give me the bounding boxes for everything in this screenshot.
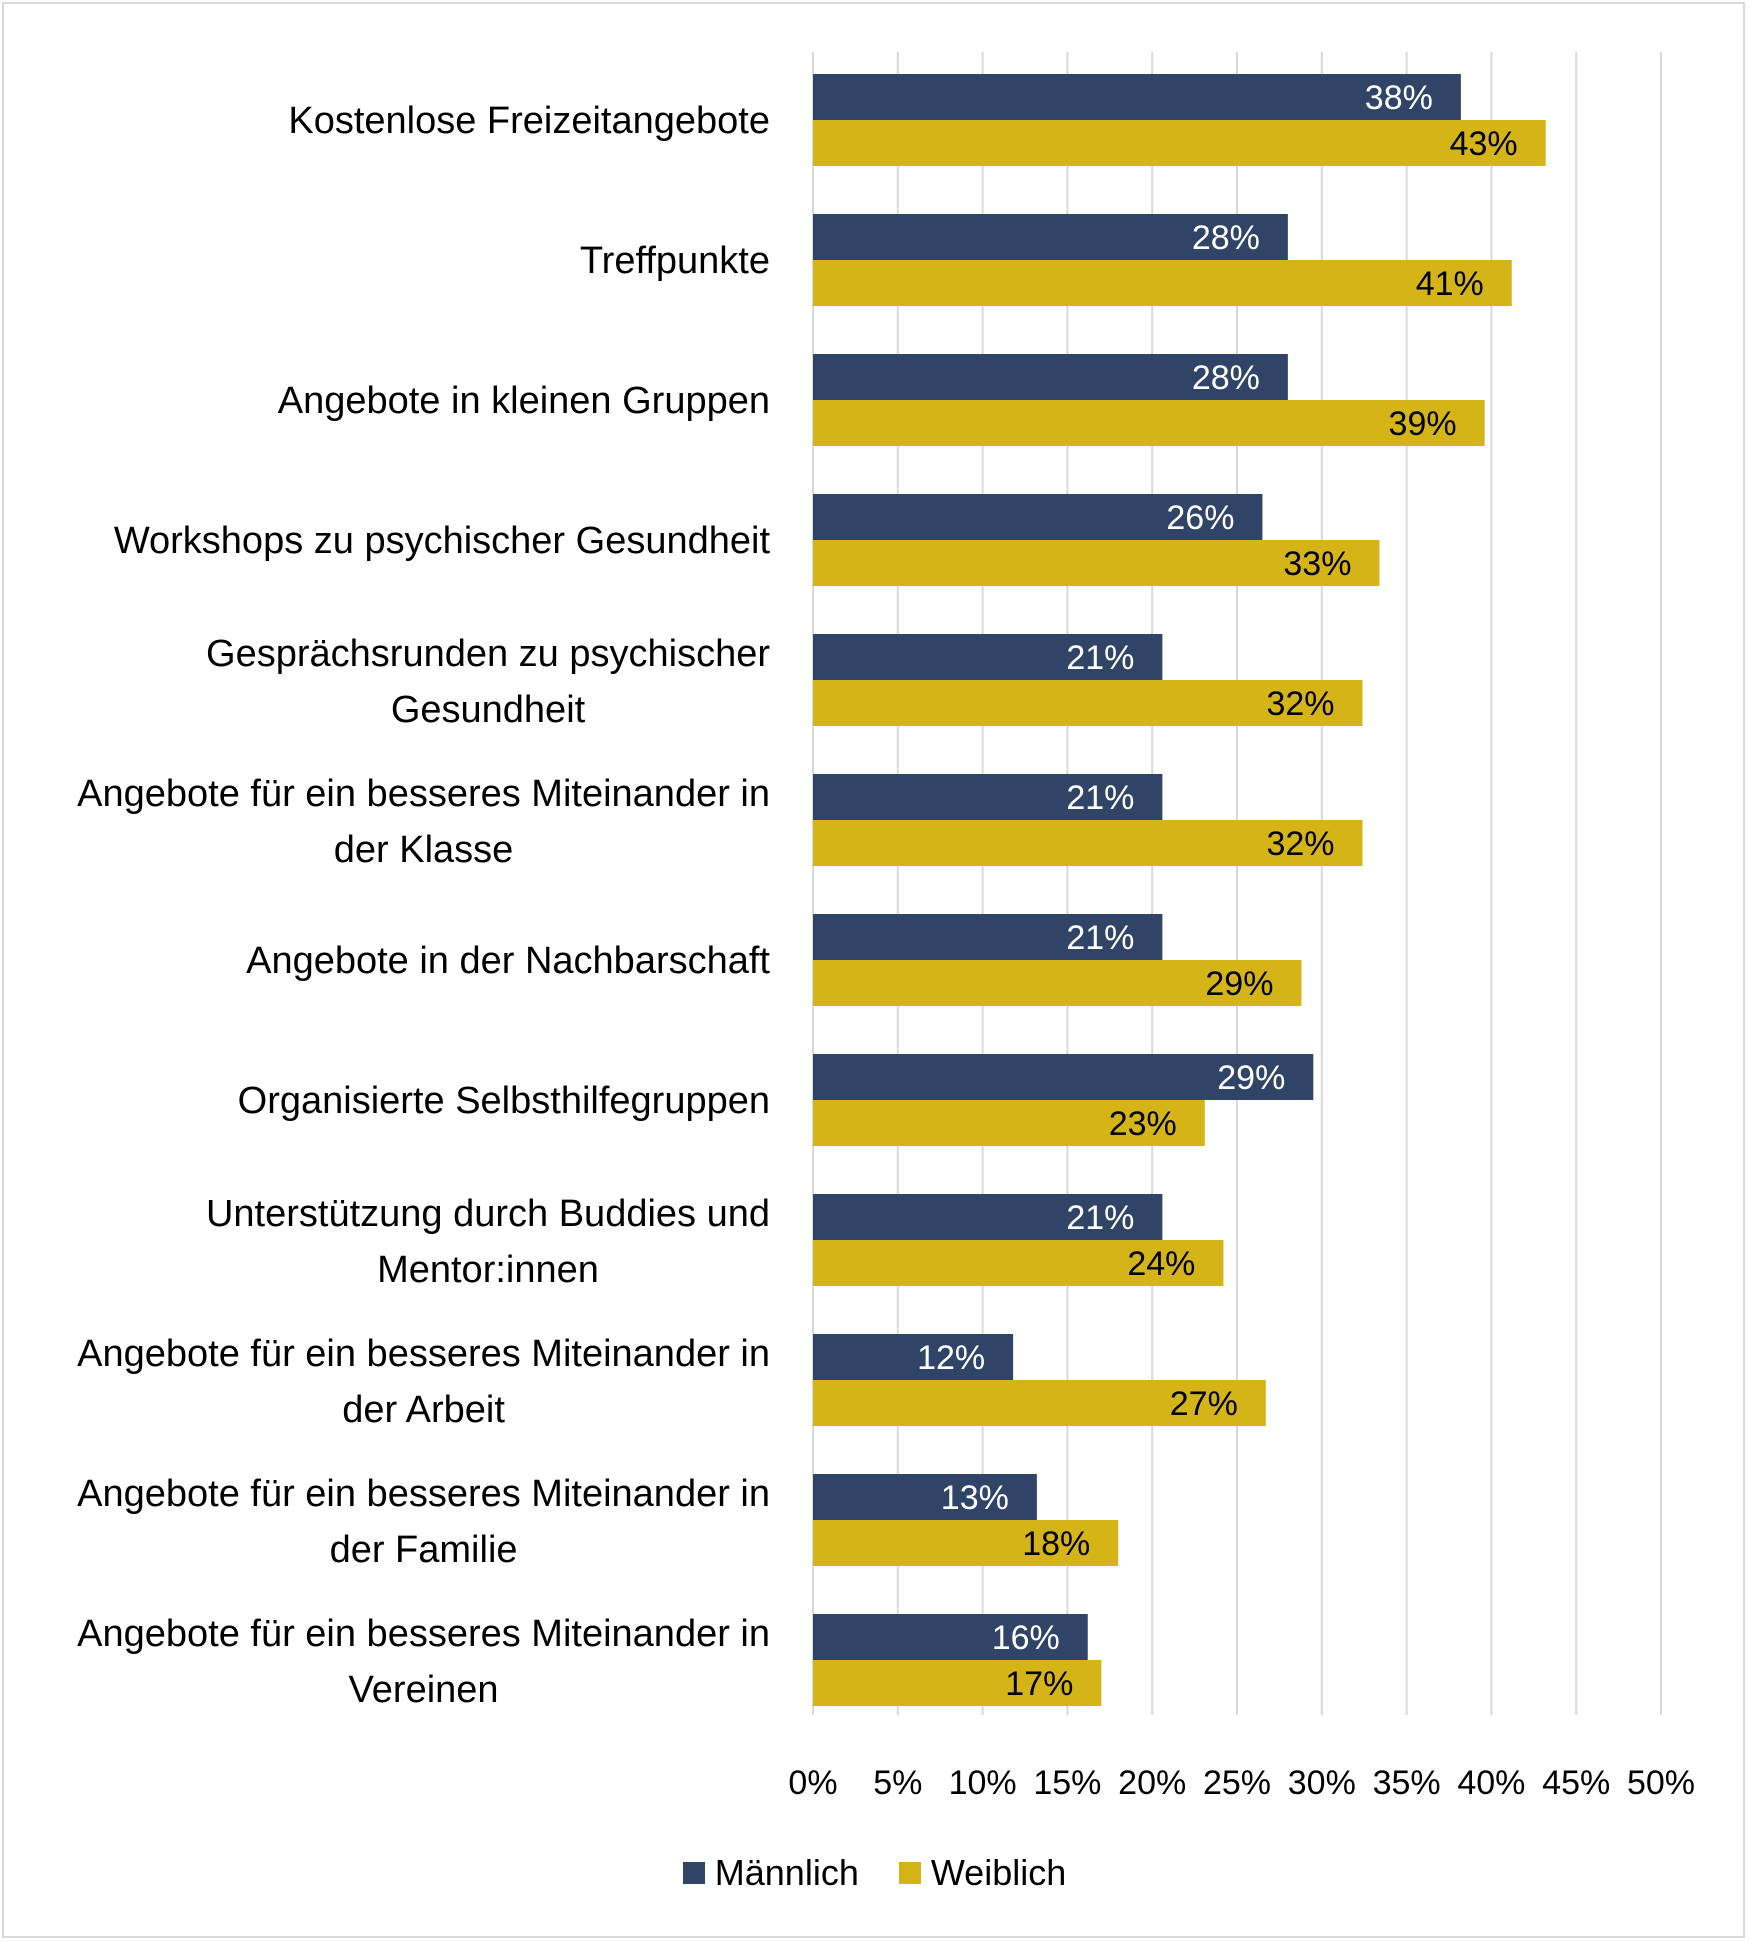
bar-weiblich bbox=[813, 540, 1380, 586]
bar-weiblich bbox=[813, 1380, 1266, 1426]
category-label-line-1: Angebote für ein besseres Miteinander in bbox=[77, 773, 770, 815]
data-label: 41% bbox=[1416, 265, 1484, 303]
category-label: Kostenlose Freizeitangebote bbox=[288, 100, 770, 142]
category-label-line-1: Angebote für ein besseres Miteinander in bbox=[77, 1613, 770, 1655]
data-label: 23% bbox=[1109, 1105, 1177, 1143]
bar-weiblich bbox=[813, 1240, 1224, 1286]
data-label: 38% bbox=[1365, 79, 1433, 117]
x-tick-label: 35% bbox=[1373, 1764, 1441, 1802]
data-label: 26% bbox=[1166, 499, 1234, 537]
data-label: 21% bbox=[1066, 919, 1134, 957]
data-label: 12% bbox=[917, 1339, 985, 1377]
category-labels: Kostenlose Freizeitangebote Treffpunkte An… bbox=[77, 100, 770, 1711]
bar-maennlich bbox=[813, 494, 1263, 540]
data-label: 13% bbox=[941, 1479, 1009, 1517]
category-label: Organisierte Selbsthilfegruppen bbox=[238, 1080, 770, 1122]
bar-weiblich bbox=[813, 400, 1485, 446]
category-label-line-1: Angebote für ein besseres Miteinander in bbox=[77, 1473, 770, 1515]
legend: Männlich Weiblich bbox=[0, 1852, 1749, 1894]
data-label: 29% bbox=[1205, 965, 1273, 1003]
x-tick-label: 40% bbox=[1457, 1764, 1525, 1802]
x-tick-label: 10% bbox=[949, 1764, 1017, 1802]
bar-weiblich bbox=[813, 680, 1363, 726]
category-label-line-2: Vereinen bbox=[349, 1669, 499, 1711]
x-tick-label: 20% bbox=[1118, 1764, 1186, 1802]
data-label: 33% bbox=[1283, 545, 1351, 583]
data-label: 43% bbox=[1450, 125, 1518, 163]
category-label: Angebote in kleinen Gruppen bbox=[278, 380, 770, 422]
category-label-line-2: der Klasse bbox=[334, 829, 514, 871]
category-label-line-2: Gesundheit bbox=[391, 689, 586, 731]
bar-maennlich bbox=[813, 1334, 1014, 1380]
data-label: 27% bbox=[1170, 1385, 1238, 1423]
bar-maennlich bbox=[813, 74, 1461, 120]
legend-label-weiblich: Weiblich bbox=[930, 1852, 1067, 1893]
x-tick-label: 25% bbox=[1203, 1764, 1271, 1802]
bar-maennlich bbox=[813, 914, 1163, 960]
x-tick-label: 45% bbox=[1542, 1764, 1610, 1802]
data-label: 28% bbox=[1192, 359, 1260, 397]
data-label: 32% bbox=[1266, 685, 1334, 723]
data-label: 16% bbox=[992, 1619, 1060, 1657]
legend-item-weiblich: Weiblich bbox=[898, 1852, 1067, 1894]
x-axis-ticks: 0% 5% 10% 15% 20% 25% 30% 35% 40% 45% 50% bbox=[788, 1764, 1695, 1802]
bar-maennlich bbox=[813, 634, 1163, 680]
data-label: 21% bbox=[1066, 779, 1134, 817]
legend-swatch-weiblich bbox=[898, 1862, 921, 1884]
bar-maennlich bbox=[813, 1474, 1037, 1520]
bar-maennlich bbox=[813, 354, 1288, 400]
category-label-line-2: der Familie bbox=[330, 1529, 518, 1571]
category-label: Treffpunkte bbox=[580, 240, 770, 282]
category-label: Workshops zu psychischer Gesundheit bbox=[114, 520, 771, 562]
bar-weiblich bbox=[813, 1660, 1102, 1706]
x-tick-label: 15% bbox=[1033, 1764, 1101, 1802]
category-label-line-1: Gesprächsrunden zu psychischer bbox=[206, 633, 770, 675]
bar-maennlich bbox=[813, 774, 1163, 820]
x-tick-label: 50% bbox=[1627, 1764, 1695, 1802]
bar-maennlich bbox=[813, 1054, 1314, 1100]
x-tick-label: 5% bbox=[873, 1764, 922, 1802]
gridlines bbox=[812, 52, 1662, 1715]
category-label-line-1: Unterstützung durch Buddies und bbox=[206, 1193, 770, 1235]
bar-weiblich bbox=[813, 820, 1363, 866]
category-label-line-2: Mentor:innen bbox=[377, 1249, 599, 1291]
data-label: 28% bbox=[1192, 219, 1260, 257]
category-label: Angebote in der Nachbarschaft bbox=[246, 940, 770, 982]
data-label: 18% bbox=[1022, 1525, 1090, 1563]
bar-weiblich bbox=[813, 960, 1302, 1006]
category-label-line-2: der Arbeit bbox=[342, 1389, 505, 1431]
data-label: 21% bbox=[1066, 639, 1134, 677]
category-label-line-1: Angebote für ein besseres Miteinander in bbox=[77, 1333, 770, 1375]
bars: 38% 43% 28% 41% 28% 39% 26% 33% 21% 32% 21% 32% 21% 2… bbox=[813, 74, 1546, 1706]
data-label: 24% bbox=[1127, 1245, 1195, 1283]
bar-maennlich bbox=[813, 1614, 1088, 1660]
bar-weiblich bbox=[813, 1520, 1119, 1566]
x-tick-label: 0% bbox=[788, 1764, 837, 1802]
bar-maennlich bbox=[813, 214, 1288, 260]
legend-swatch-maennlich bbox=[682, 1862, 705, 1884]
legend-label-maennlich: Männlich bbox=[714, 1852, 859, 1893]
data-label: 39% bbox=[1389, 405, 1457, 443]
x-tick-label: 30% bbox=[1288, 1764, 1356, 1802]
data-label: 29% bbox=[1217, 1059, 1285, 1097]
bar-weiblich bbox=[813, 260, 1512, 306]
data-label: 21% bbox=[1066, 1199, 1134, 1237]
data-label: 17% bbox=[1005, 1665, 1073, 1703]
legend-item-maennlich: Männlich bbox=[682, 1852, 859, 1894]
bar-weiblich bbox=[813, 1100, 1205, 1146]
bar-maennlich bbox=[813, 1194, 1163, 1240]
bar-weiblich bbox=[813, 120, 1546, 166]
data-label: 32% bbox=[1266, 825, 1334, 863]
